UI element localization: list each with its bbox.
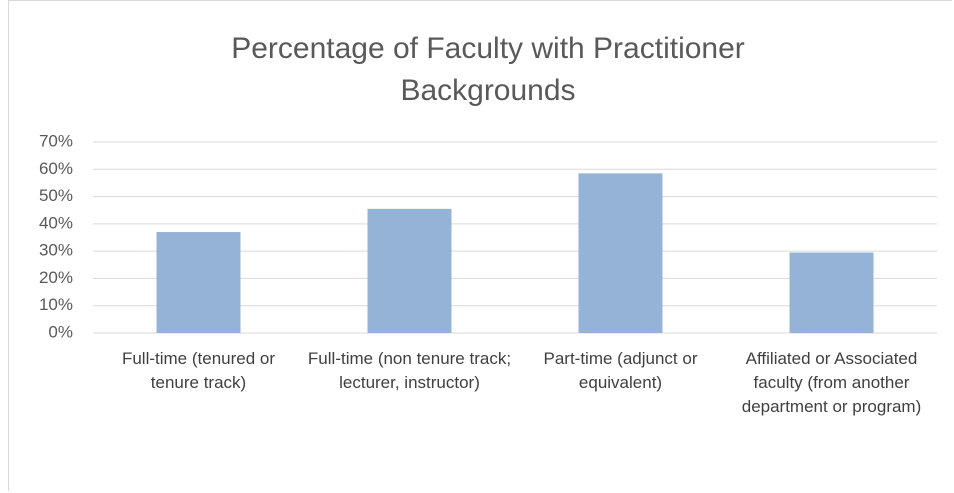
x-tick-label: Full-time (non tenure track; lecturer, i… <box>307 349 512 392</box>
chart-title: Percentage of Faculty with Practitioner … <box>231 32 745 107</box>
y-tick-label: 70% <box>39 131 73 150</box>
y-tick-label: 50% <box>39 186 73 205</box>
y-tick-label: 30% <box>39 241 73 260</box>
bar <box>578 173 663 333</box>
bar <box>367 208 452 333</box>
y-tick-label: 10% <box>39 295 73 314</box>
bar <box>789 252 874 333</box>
y-tick-label: 60% <box>39 159 73 178</box>
x-tick-label: Part-time (adjunct or equivalent) <box>543 349 698 392</box>
y-tick-label: 20% <box>39 268 73 287</box>
y-tick-label: 0% <box>48 322 73 341</box>
chart-frame <box>8 0 952 491</box>
x-tick-label: Full-time (tenured or tenure track) <box>121 349 276 392</box>
x-tick-label: Affiliated or Associated faculty (from a… <box>741 349 922 416</box>
bar <box>156 232 241 333</box>
y-tick-label: 40% <box>39 213 73 232</box>
